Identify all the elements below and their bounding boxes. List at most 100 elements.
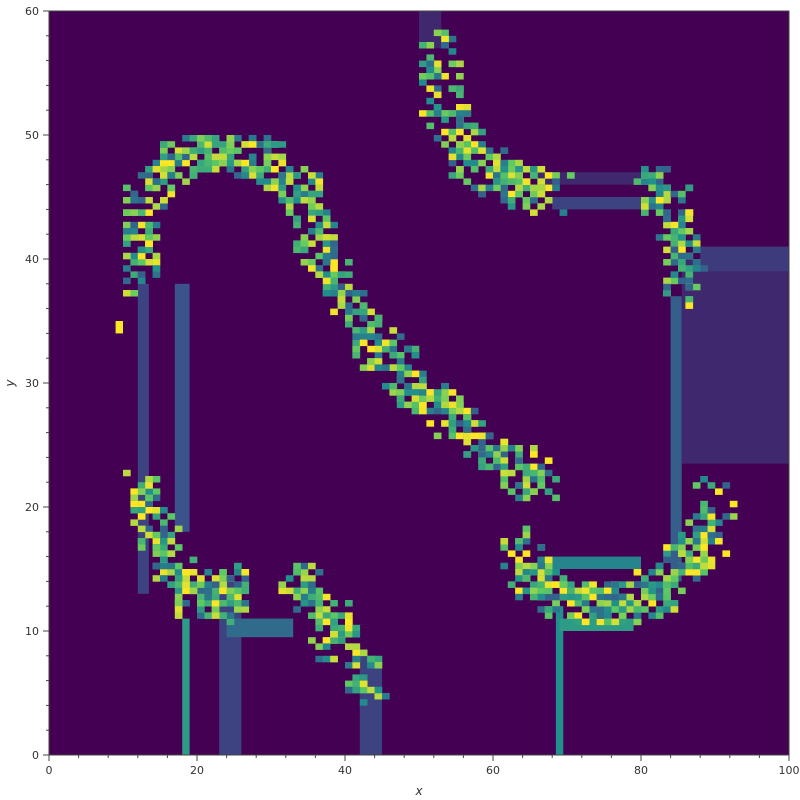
heatmap-cell <box>478 147 486 154</box>
heatmap-cell <box>130 271 138 278</box>
heatmap-cell <box>167 154 175 161</box>
heatmap-cell <box>656 581 664 588</box>
heatmap-cell <box>123 253 131 259</box>
heatmap-cell <box>634 581 642 588</box>
heatmap-cell <box>560 588 568 595</box>
heatmap-cell <box>308 259 316 266</box>
heatmap-cell <box>360 333 368 340</box>
heatmap-cell <box>671 191 679 198</box>
heatmap-cell <box>611 600 619 607</box>
heatmap-cell <box>241 606 249 613</box>
heatmap-cell <box>389 340 397 347</box>
heatmap-cell <box>523 470 531 477</box>
heatmap-cell <box>197 141 205 148</box>
heatmap-cell <box>537 178 545 185</box>
heatmap-cell <box>375 656 383 663</box>
heatmap-cell <box>397 389 405 396</box>
heatmap-cell <box>360 687 368 694</box>
heatmap-cell <box>315 172 323 179</box>
heatmap-cell <box>367 656 375 663</box>
heatmap-cell <box>167 532 175 539</box>
heatmap-cell <box>478 439 486 446</box>
heatmap-cell <box>449 402 457 409</box>
heatmap-cell <box>648 569 656 576</box>
heatmap-cell <box>441 110 449 117</box>
heatmap-cell <box>419 42 427 49</box>
heatmap-cell <box>138 271 146 278</box>
heatmap-cell <box>567 612 575 619</box>
heatmap-cell <box>663 600 671 607</box>
heatmap-cell <box>160 569 168 576</box>
heatmap-cell <box>315 228 323 235</box>
heatmap-cell <box>204 588 212 595</box>
heatmap-cell <box>419 79 427 86</box>
heatmap-cell <box>197 612 205 619</box>
heatmap-cell <box>375 358 383 365</box>
heatmap-cell <box>552 178 560 185</box>
heatmap-cell <box>515 482 523 489</box>
heatmap-cell <box>367 687 375 694</box>
heatmap-cell <box>345 619 353 626</box>
heatmap-cell <box>182 160 190 167</box>
heatmap-cell <box>197 147 205 154</box>
heatmap-cell <box>663 191 671 198</box>
heatmap-cell <box>537 594 545 601</box>
heatmap-cell <box>271 185 279 192</box>
heatmap-cell <box>404 346 412 353</box>
heatmap-cell <box>293 222 301 229</box>
heatmap-cell <box>160 160 168 167</box>
heatmap-cell <box>449 135 457 142</box>
heatmap-cell <box>700 513 708 520</box>
heatmap-cell <box>693 526 701 533</box>
heatmap-cell <box>648 197 656 204</box>
heatmap-cell <box>515 563 523 570</box>
heatmap-cell <box>315 265 323 272</box>
heatmap-cell <box>367 662 375 669</box>
heatmap-cell <box>626 606 634 613</box>
heatmap-cell <box>160 563 168 570</box>
heatmap-cell <box>441 73 449 80</box>
heatmap-cell <box>486 451 494 458</box>
heatmap-cell <box>463 110 471 117</box>
heatmap-cell <box>508 160 516 167</box>
heatmap-cell <box>123 234 131 241</box>
heatmap-cell <box>693 234 701 241</box>
heatmap-cell <box>663 278 671 285</box>
heatmap-cell <box>397 377 405 384</box>
heatmap-cell <box>486 154 494 161</box>
heatmap-cell <box>419 73 427 80</box>
heatmap-cell <box>323 643 331 650</box>
heatmap-cell <box>375 346 383 353</box>
heatmap-cell <box>515 495 523 502</box>
heatmap-cell <box>463 147 471 154</box>
heatmap-cell <box>175 594 183 601</box>
heatmap-cell <box>234 588 242 595</box>
heatmap-cell <box>397 371 405 378</box>
heatmap-cell <box>426 395 434 402</box>
heatmap-cell <box>227 141 235 148</box>
heatmap-cell <box>663 284 671 291</box>
heatmap-cell <box>449 48 457 55</box>
heatmap-cell <box>552 495 560 502</box>
heatmap-cell <box>375 364 383 371</box>
heatmap-cell <box>493 451 501 458</box>
heatmap-cell <box>212 154 220 161</box>
x-tick-label: 0 <box>46 764 53 777</box>
heatmap-cell <box>715 538 723 545</box>
heatmap-cell <box>486 445 494 452</box>
heatmap-cell <box>463 451 471 458</box>
heatmap-cell <box>567 594 575 601</box>
heatmap-cell <box>389 346 397 353</box>
heatmap-cell <box>167 166 175 173</box>
heatmap-cell <box>212 600 220 607</box>
heatmap-cell <box>315 203 323 210</box>
heatmap-cell <box>560 209 568 216</box>
heatmap-cell <box>523 203 531 210</box>
heatmap-cell <box>523 532 531 539</box>
heatmap-cell <box>323 606 331 613</box>
heatmap-cell <box>330 284 338 291</box>
y-tick-label: 40 <box>25 253 39 266</box>
heatmap-cell <box>138 209 146 216</box>
heatmap-cell <box>671 253 679 259</box>
heatmap-cell <box>190 135 198 142</box>
